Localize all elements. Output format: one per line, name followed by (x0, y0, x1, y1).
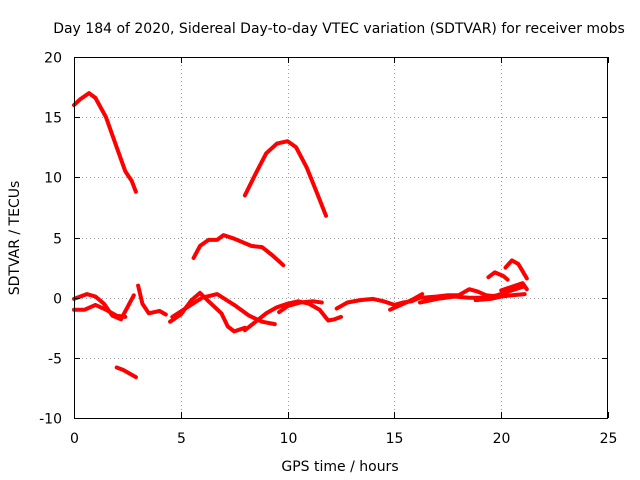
series-arc-1 (72, 91, 138, 194)
series-arc-6 (136, 283, 168, 317)
x-tick-label: 10 (280, 431, 298, 447)
series-arc-19 (114, 365, 138, 380)
y-tick-label: 15 (44, 111, 62, 127)
x-tick-label: 0 (70, 431, 79, 447)
y-tick-label: -5 (48, 352, 62, 368)
series-arc-5 (72, 302, 128, 319)
series-arc-15 (473, 292, 527, 303)
series-arc-14 (420, 287, 499, 300)
y-tick-label: 0 (53, 292, 62, 308)
series-arc-12 (388, 292, 425, 312)
grid (74, 57, 608, 418)
x-tick-label: 5 (177, 431, 186, 447)
y-tick-label: -10 (39, 412, 62, 428)
series-arc-13 (418, 284, 525, 305)
series-arc-17 (503, 258, 529, 281)
series-arc-4 (72, 292, 136, 322)
y-tick-labels: -10 -5 0 5 10 15 20 (39, 51, 62, 428)
x-tick-label: 20 (493, 431, 511, 447)
series-arc-16 (486, 270, 510, 282)
series-arc-10 (277, 299, 324, 315)
series-layer (72, 91, 529, 380)
series-arc-2 (242, 139, 328, 218)
series-arc-3 (191, 233, 286, 268)
x-axis-label: GPS time / hours (281, 459, 398, 475)
x-tick-label: 15 (386, 431, 404, 447)
y-axis-label: SDTVAR / TECUs (7, 181, 23, 296)
y-tick-label: 5 (53, 232, 62, 248)
series-arc-18 (499, 281, 529, 293)
ticks (74, 57, 609, 419)
y-tick-label: 20 (44, 51, 62, 67)
x-tick-label: 25 (600, 431, 618, 447)
x-tick-labels: 0 5 10 15 20 25 (70, 431, 617, 447)
chart-title: Day 184 of 2020, Sidereal Day-to-day VTE… (53, 21, 625, 37)
y-tick-label: 10 (44, 171, 62, 187)
